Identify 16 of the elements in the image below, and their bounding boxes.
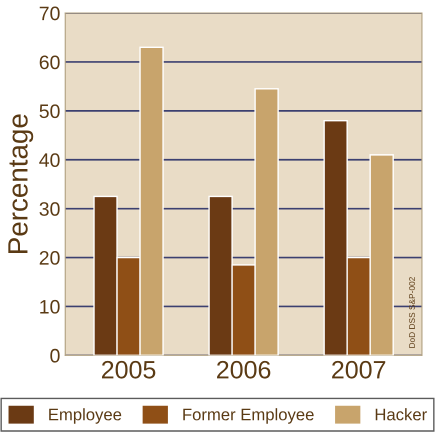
legend-label: Hacker [376,408,427,420]
y-tick-label: 50 [40,104,60,118]
y-tick-label: 20 [40,251,60,265]
x-tick-label: 2006 [217,360,270,379]
y-axis-title: Percentage [8,114,34,253]
legend-label: Former Employee [183,408,314,424]
y-tick-label: 30 [40,202,60,216]
x-tick-label: 2005 [102,360,156,379]
annotation: DoD DSS S&P-002 [409,277,415,348]
y-tick-label: 70 [40,6,60,20]
y-tick-label: 0 [50,348,60,363]
legend-label: Employee [49,408,122,424]
x-tick-label: 2007 [332,360,386,379]
y-tick-label: 60 [40,55,60,70]
y-tick-label: 10 [40,300,60,314]
y-tick-label: 40 [39,153,60,167]
